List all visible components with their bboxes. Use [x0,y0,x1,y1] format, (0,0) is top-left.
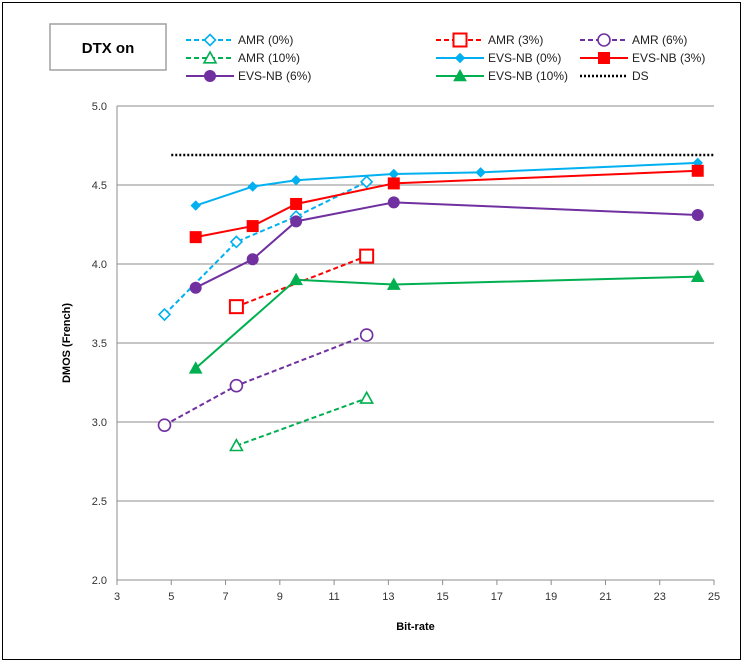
annotation-box [49,23,167,71]
data-point-amr-3 [228,299,244,315]
series-line-evs-nb-0 [195,161,698,207]
x-tick-label: 15 [437,591,449,603]
data-point-amr-6 [359,328,374,342]
series-line-evs-nb-10 [195,275,698,370]
series-line-amr-3 [236,255,368,308]
legend-label-amr-6: AMR (6%) [632,33,687,47]
data-point-evs-nb-10 [386,277,401,290]
data-point-evs-nb-0 [247,181,258,192]
x-tick-label: 5 [168,591,174,603]
x-tick-label: 9 [277,591,283,603]
data-point-evs-nb-10 [690,269,705,282]
data-point-evs-nb-6 [387,196,400,209]
legend-item-amr-10: AMR (10%) [186,50,300,65]
data-point-evs-nb-3 [691,164,704,177]
data-point-amr-10 [359,390,375,404]
data-point-amr-6 [157,418,172,432]
legend-item-amr-3: AMR (3%) [436,32,543,48]
y-tick-label: 2.5 [92,496,107,508]
data-point-evs-nb-3 [246,220,259,233]
data-point-evs-nb-6 [189,281,202,294]
legend-label-amr-10: AMR (10%) [238,51,300,65]
legend-marker-evs-nb-0 [454,52,466,64]
data-point-evs-nb-10 [289,272,303,286]
series-amr-6 [157,328,374,432]
data-point-amr-0 [360,175,374,189]
legend-label-evs-nb-3: EVS-NB (3%) [632,51,705,65]
legend-label-evs-nb-10: EVS-NB (10%) [488,69,568,83]
x-tick-label: 7 [222,591,228,603]
legend-item-evs-nb-6: EVS-NB (6%) [186,69,311,83]
x-tick-label: 19 [545,591,557,603]
data-point-evs-nb-6 [290,215,303,228]
legend-marker-evs-nb-3 [598,52,610,64]
data-point-amr-10 [229,438,244,452]
data-point-evs-nb-3 [189,231,202,244]
data-point-evs-nb-3 [290,197,303,210]
series-line-evs-nb-6 [195,201,698,289]
legend-marker-amr-10 [202,50,218,64]
data-point-evs-nb-0 [290,175,302,186]
series-line-amr-10 [236,397,367,447]
data-point-evs-nb-3 [387,177,400,190]
x-tick-label: 13 [382,591,394,603]
x-tick-label: 23 [654,591,666,603]
series-evs-nb-10 [188,269,705,374]
data-point-evs-nb-6 [246,253,259,266]
legend-label-evs-nb-6: EVS-NB (6%) [238,69,311,83]
x-tick-label: 11 [328,591,339,603]
legend-marker-amr-3 [452,32,468,48]
data-point-evs-nb-0 [475,167,486,178]
series-amr-10 [229,390,375,452]
legend-marker-amr-6 [597,33,611,47]
series-line-amr-6 [164,334,368,427]
legend-item-amr-6: AMR (6%) [580,33,687,47]
y-tick-label: 3.5 [92,338,107,350]
series-line-amr-0 [163,180,368,316]
series-evs-nb-0 [190,157,703,211]
legend-label-evs-nb-0: EVS-NB (0%) [488,51,561,65]
series-evs-nb-6 [189,196,704,294]
y-tick-label: 4.5 [92,180,107,192]
legend-item-evs-nb-10: EVS-NB (10%) [436,68,568,83]
data-point-amr-0 [229,235,244,249]
x-tick-label: 25 [708,591,720,603]
legend-label-amr-0: AMR (0%) [238,33,293,47]
y-tick-label: 3.0 [92,417,107,429]
data-point-amr-6 [229,378,244,393]
legend-marker-evs-nb-6 [204,70,216,82]
annotation-text: DTX on [82,40,135,57]
y-tick-label: 4.0 [92,259,107,271]
data-point-amr-0 [157,307,172,322]
data-point-evs-nb-0 [388,168,399,180]
x-tick-label: 3 [114,591,120,603]
data-point-evs-nb-10 [188,361,203,374]
legend-marker-evs-nb-10 [453,68,467,82]
x-tick-label: 21 [599,591,611,603]
data-point-evs-nb-6 [691,209,704,222]
legend-item-amr-0: AMR (0%) [186,33,293,47]
legend-item-evs-nb-0: EVS-NB (0%) [436,51,561,65]
x-axis-title: Bit-rate [396,621,435,633]
legend-label-ds: DS [632,69,649,83]
data-point-amr-3 [359,248,375,264]
data-point-evs-nb-0 [190,200,201,211]
y-axis-title: DMOS (French) [61,303,73,383]
legend-item-evs-nb-3: EVS-NB (3%) [580,51,705,65]
series-amr-3 [228,248,375,315]
legend-label-amr-3: AMR (3%) [488,33,543,47]
legend-item-ds: DS [580,69,649,83]
series-evs-nb-3 [189,164,704,244]
y-tick-label: 5.0 [92,101,107,113]
x-tick-label: 17 [491,591,503,603]
legend-marker-amr-0 [203,33,217,47]
legend: AMR (0%) AMR (3%) AMR (6%) AMR (10%) EVS-NB … [186,32,705,83]
y-tick-label: 2.0 [92,575,107,587]
